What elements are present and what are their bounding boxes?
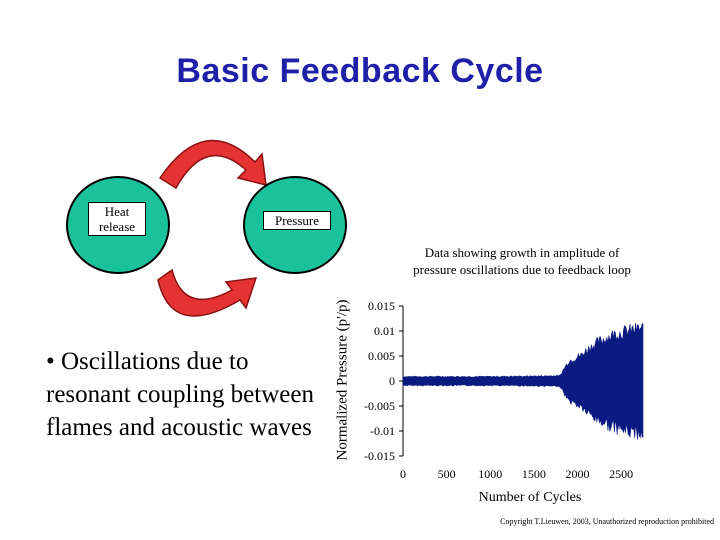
y-tick-label: 0.005 bbox=[368, 349, 395, 363]
pressure-chart: 0.015 0.01 0.005 0 -0.005 -0.01 -0.015 0 500 1000… bbox=[364, 299, 644, 481]
y-tick-label: 0.01 bbox=[374, 324, 395, 338]
pressure-label: Pressure bbox=[263, 211, 331, 230]
x-tick-label: 2500 bbox=[609, 467, 633, 481]
pressure-series bbox=[402, 322, 644, 440]
x-tick-label: 0 bbox=[400, 467, 406, 481]
heat-release-label: Heat release bbox=[88, 202, 146, 236]
copyright-text: Copyright T.Lieuwen, 2003, Unauthorized … bbox=[500, 517, 714, 526]
x-tick-label: 1000 bbox=[478, 467, 502, 481]
bullet-text: • Oscillations due to resonant coupling … bbox=[46, 348, 314, 441]
chart-caption: Data showing growth in amplitude of pres… bbox=[413, 245, 631, 277]
y-tick-label: -0.015 bbox=[364, 449, 395, 463]
chart-xlabel: Number of Cycles bbox=[478, 490, 582, 505]
page-title: Basic Feedback Cycle bbox=[176, 52, 544, 90]
x-tick-label: 2000 bbox=[566, 467, 590, 481]
y-tick-label: 0.015 bbox=[368, 299, 395, 313]
y-tick-label: 0 bbox=[389, 374, 395, 388]
y-tick-label: -0.01 bbox=[370, 424, 395, 438]
arrow-heat-to-pressure-icon bbox=[158, 139, 267, 190]
y-tick-label: -0.005 bbox=[364, 399, 395, 413]
arrow-pressure-to-heat-icon bbox=[157, 268, 258, 317]
x-tick-label: 500 bbox=[438, 467, 456, 481]
x-tick-label: 1500 bbox=[522, 467, 546, 481]
